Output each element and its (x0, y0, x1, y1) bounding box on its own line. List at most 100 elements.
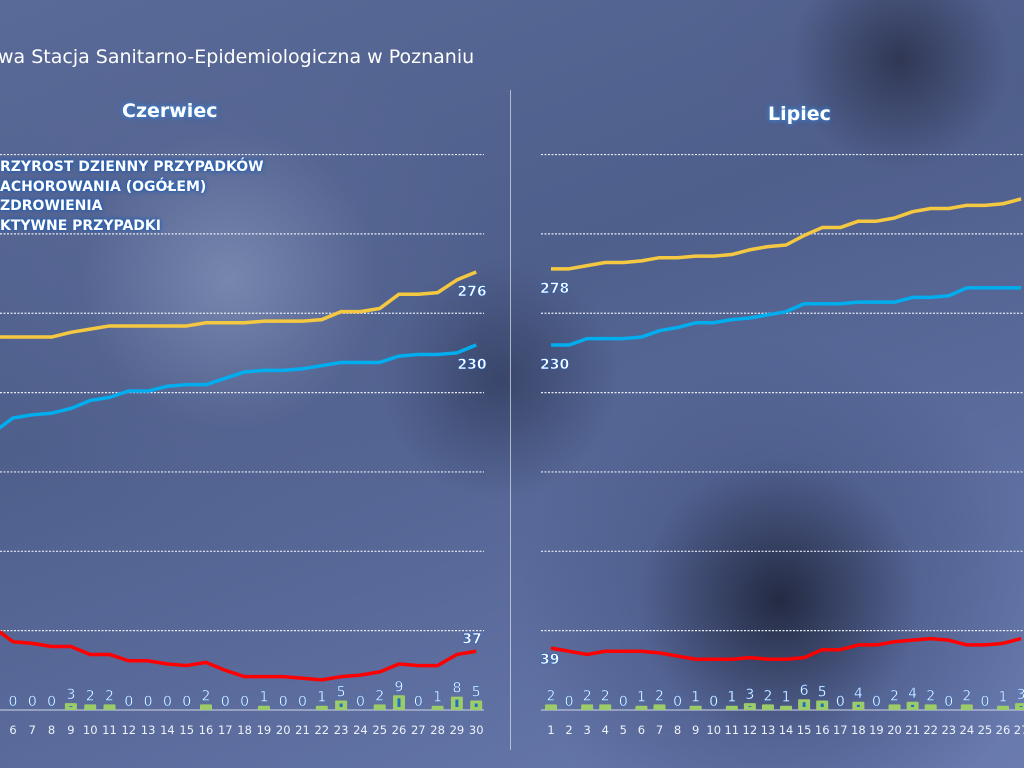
daily-value-label: 3 (745, 687, 754, 703)
legend-cases: ACHOROWANIA (OGÓŁEM) (0, 178, 207, 195)
x-tick-label: 25 (372, 723, 387, 737)
x-tick-label: 12 (121, 723, 136, 737)
daily-bar-inner (856, 704, 860, 707)
x-tick-label: 7 (29, 723, 36, 737)
daily-bar (373, 704, 386, 710)
series-value-label: 278 (540, 281, 569, 297)
daily-bar (257, 705, 270, 710)
x-tick-label: 9 (692, 723, 699, 737)
daily-value-label: 0 (619, 694, 628, 710)
line-recoveries-july (551, 286, 1022, 347)
x-tick-label: 10 (706, 723, 721, 737)
daily-value-label: 1 (433, 690, 442, 706)
daily-bar (761, 704, 774, 710)
chart-title-july: Lipiec (768, 103, 831, 125)
x-tick-label: 13 (141, 723, 156, 737)
x-tick-label: 22 (923, 723, 938, 737)
daily-bar (689, 705, 702, 710)
x-tick-label: 3 (583, 723, 590, 737)
x-tick-label: 21 (905, 723, 920, 737)
daily-bar (200, 704, 212, 710)
daily-value-label: 0 (47, 694, 56, 710)
x-tick-label: 14 (160, 723, 175, 737)
x-tick-label: 4 (602, 723, 609, 737)
daily-value-label: 2 (547, 688, 556, 704)
daily-bar (653, 704, 666, 710)
daily-value-label: 2 (763, 688, 772, 704)
daily-value-label: 0 (240, 694, 249, 710)
daily-bar (997, 705, 1009, 710)
line-active-july (550, 636, 1022, 661)
x-tick-label: 20 (276, 723, 291, 737)
daily-bar (103, 704, 116, 710)
x-tick-label: 16 (199, 723, 214, 737)
chart-title-june: Czerwiec (122, 100, 218, 122)
x-tick-label: 13 (761, 723, 776, 737)
daily-value-label: 0 (836, 694, 845, 710)
x-tick-label: 21 (295, 723, 310, 737)
daily-bar (581, 704, 594, 710)
panel-divider (510, 90, 511, 750)
daily-value-label: 0 (28, 694, 37, 710)
x-tick-label: 25 (978, 723, 993, 737)
x-tick-label: 11 (724, 723, 739, 737)
daily-value-label: 0 (221, 694, 230, 710)
daily-value-label: 0 (673, 694, 682, 710)
daily-value-label: 2 (583, 688, 592, 704)
daily-value-label: 0 (356, 694, 365, 710)
x-tick-label: 27 (411, 723, 426, 737)
x-tick-label: 5 (620, 723, 627, 737)
daily-value-label: 0 (709, 694, 718, 710)
daily-value-label: 0 (163, 694, 172, 710)
series-value-label: 37 (462, 631, 481, 647)
daily-value-label: 1 (691, 690, 700, 706)
x-tick-label: 12 (743, 723, 758, 737)
daily-value-label: 2 (890, 688, 899, 704)
daily-bar (924, 704, 937, 710)
daily-bar (84, 704, 97, 710)
x-tick-label: 28 (430, 723, 445, 737)
daily-bar-inner (474, 703, 478, 707)
x-tick-label: 9 (67, 723, 74, 737)
daily-bar-inner (455, 699, 459, 707)
x-tick-label: 26 (392, 723, 407, 737)
daily-bar-inner (69, 706, 73, 708)
x-tick-label: 8 (674, 723, 681, 737)
daily-value-label: 0 (279, 694, 288, 710)
daily-value-label: 2 (86, 688, 95, 704)
x-tick-label: 23 (334, 723, 349, 737)
legend-active: KTYWNE PRZYPADKI (0, 217, 161, 234)
x-tick-label: 10 (83, 723, 98, 737)
daily-value-label: 8 (452, 681, 461, 697)
daily-value-label: 2 (655, 688, 664, 704)
x-tick-label: 17 (833, 723, 848, 737)
daily-value-label: 0 (124, 694, 133, 710)
x-tick-label: 14 (779, 723, 794, 737)
x-tick-label: 29 (450, 723, 465, 737)
daily-bar (315, 705, 328, 710)
x-tick-label: 6 (638, 723, 645, 737)
daily-value-label: 5 (472, 685, 481, 701)
daily-value-label: 1 (317, 690, 326, 706)
x-tick-label: 27 (1014, 723, 1024, 737)
daily-value-label: 2 (105, 688, 114, 704)
x-tick-label: 15 (179, 723, 194, 737)
daily-value-label: 0 (872, 694, 881, 710)
daily-bar (725, 705, 738, 710)
daily-bar-inner (820, 703, 824, 707)
daily-value-label: 2 (375, 688, 384, 704)
series-value-label: 230 (540, 357, 569, 373)
daily-bar (780, 705, 793, 710)
daily-bar (1015, 703, 1024, 710)
daily-value-label: 5 (818, 685, 827, 701)
legend-recoveries: ZDROWIENIA (0, 198, 103, 214)
daily-bar-inner (802, 702, 806, 707)
daily-value-label: 0 (144, 694, 153, 710)
daily-value-label: 0 (565, 694, 574, 710)
daily-value-label: 5 (337, 685, 346, 701)
daily-value-label: 4 (854, 686, 863, 702)
daily-value-label: 9 (395, 679, 404, 695)
x-tick-label: 30 (469, 723, 484, 737)
daily-value-label: 1 (999, 690, 1008, 706)
x-tick-label: 1 (547, 723, 554, 737)
